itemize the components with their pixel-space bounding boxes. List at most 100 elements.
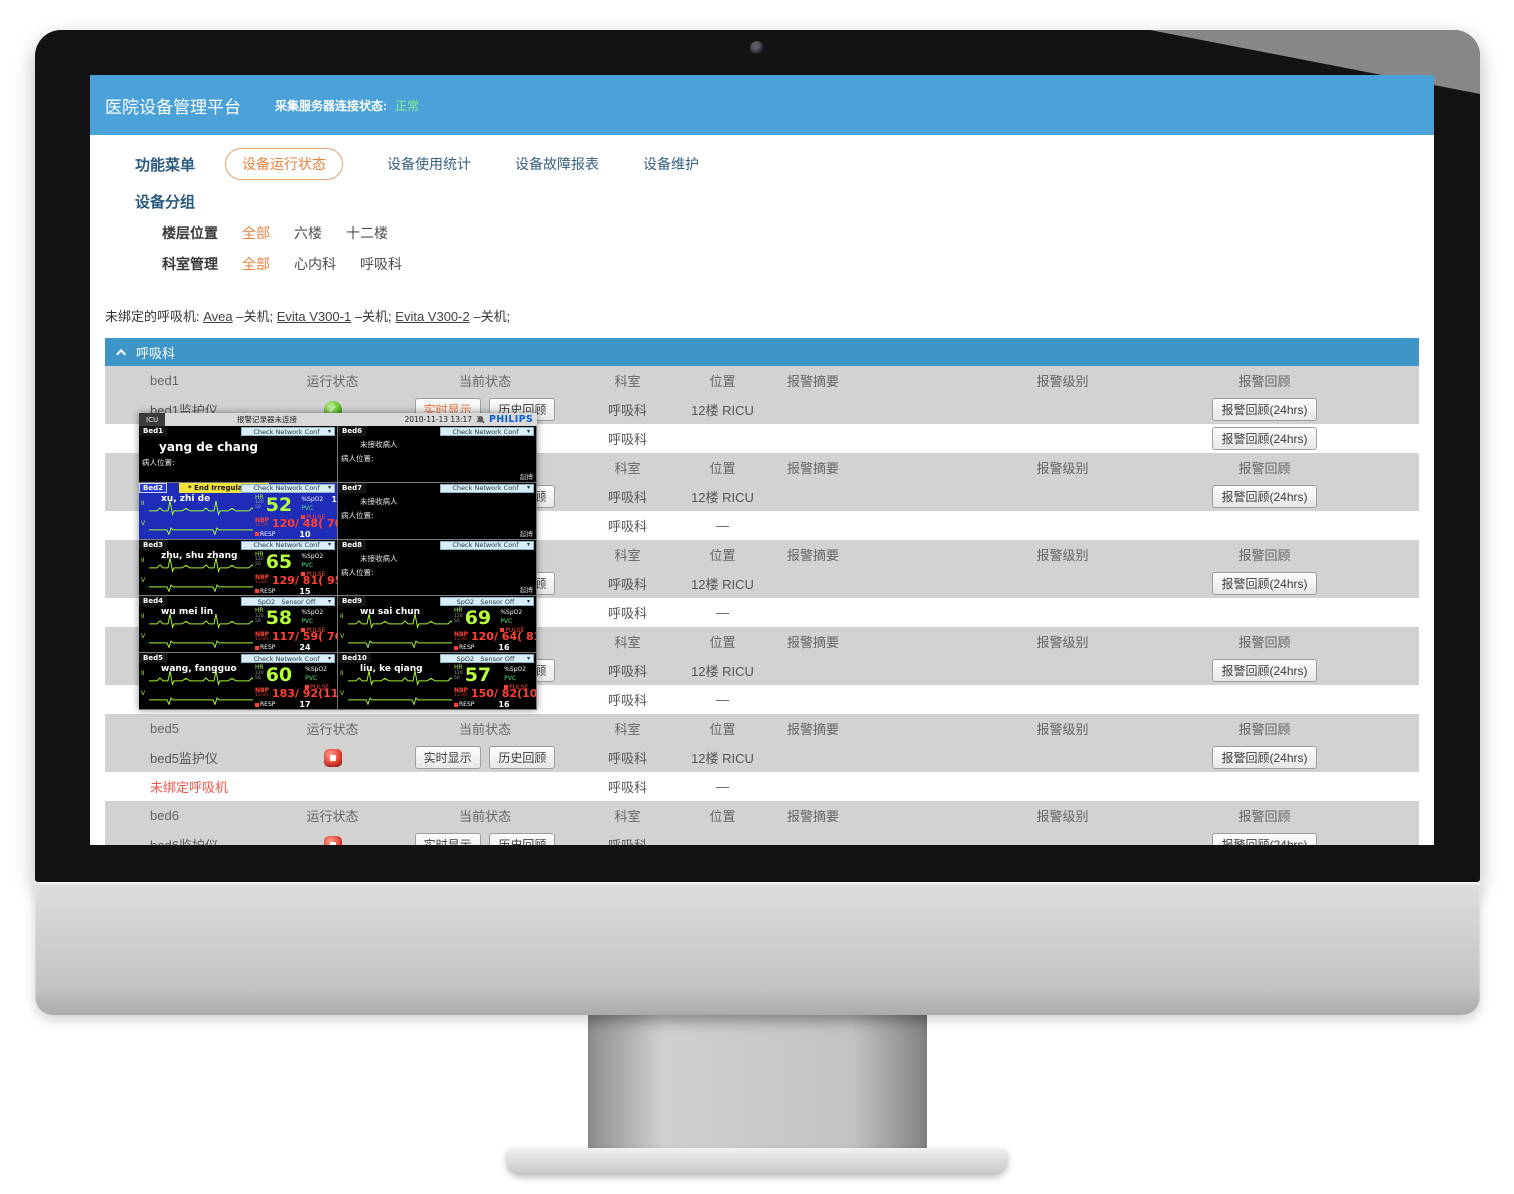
tab-device-maintenance[interactable]: 设备维护 <box>643 156 700 172</box>
network-dropdown[interactable]: Check Network Conf ▾ <box>241 654 335 664</box>
filter-department-label: 科室管理 <box>162 256 218 272</box>
unbound-ventilator-label: 未绑定呼吸机 <box>150 780 229 795</box>
filter-floor: 楼层位置 全部 六楼 十二楼 <box>162 223 1434 243</box>
tab-device-fault-report[interactable]: 设备故障报表 <box>515 156 600 172</box>
network-dropdown[interactable]: Check Network Conf ▾ <box>241 483 335 493</box>
tab-device-running-status[interactable]: 设备运行状态 <box>225 148 344 180</box>
alarm-review-24hrs-button[interactable]: 报警回顾(24hrs) <box>1212 572 1317 595</box>
status-stopped-icon <box>323 748 342 767</box>
device-row: bed6监护仪 实时显示 历史回顾 呼吸科 报警回顾(24hrs) <box>105 830 1419 845</box>
resp-value: 10 <box>299 529 311 539</box>
status-stopped-icon <box>323 835 342 845</box>
col-position: 位置 <box>709 374 736 389</box>
monitor-bed1-cell: Bed1 Check Network Conf ▾ yang de chang 病… <box>139 426 338 483</box>
filter-dept-respiratory[interactable]: 呼吸科 <box>360 256 402 272</box>
server-status-value: 正常 <box>395 98 420 113</box>
monitor-bed9-cell: Bed9 SpO2 Sensor Off ▾ wu sai chun II V H… <box>338 596 537 654</box>
filter-floor-all[interactable]: 全部 <box>242 225 270 241</box>
grouping-title: 设备分组 <box>135 194 196 211</box>
monitor-alarm-status: 报警记录器未连接 <box>237 415 297 424</box>
bed-group-header-row: bed6 运行状态 当前状态 科室 位置 报警摘要 报警级别 报警回顾 <box>105 801 1419 830</box>
device-position: 12楼 RICU <box>691 403 754 418</box>
imac-bezel: 医院设备管理平台 采集服务器连接状态: 正常 功能菜单 设备运行状态 设备使用统… <box>35 30 1480 882</box>
alarm-review-24hrs-button[interactable]: 报警回顾(24hrs) <box>1212 833 1317 845</box>
unbound-ventilators-line: 未绑定的呼吸机: Avea –关机; Evita V300-1 –关机; Evi… <box>105 306 1434 325</box>
imac-chin <box>35 882 1480 1015</box>
device-dept: 呼吸科 <box>607 403 647 418</box>
bed-id-label: Bed6 <box>338 426 366 436</box>
alarm-review-24hrs-button[interactable]: 报警回顾(24hrs) <box>1212 398 1317 421</box>
history-review-button[interactable]: 历史回顾 <box>489 746 556 769</box>
filter-floor-12[interactable]: 十二楼 <box>346 225 388 241</box>
spo2-sensor-off-dropdown[interactable]: SpO2 Sensor Off ▾ <box>241 597 335 607</box>
section-header-respiratory[interactable]: 呼吸科 <box>105 338 1419 366</box>
monitor-bed3-cell: Bed3 Check Network Conf ▾ zhu, shu zhang … <box>139 539 338 597</box>
app-header: 医院设备管理平台 采集服务器连接状态: 正常 <box>90 75 1434 135</box>
bed-id-label: Bed10 <box>338 653 371 664</box>
ventilator-row: 呼吸科 — <box>607 605 729 621</box>
ecg-waveform <box>147 519 253 535</box>
ventilator-row-unbound: 未绑定呼吸机 呼吸科 — <box>105 772 1419 801</box>
nbp-value: 120/ 48( 70) <box>272 516 337 530</box>
alarm-review-24hrs-button[interactable]: 报警回顾(24hrs) <box>1212 427 1317 450</box>
bed-id-label: Bed2 <box>139 482 167 493</box>
ventilator-row: 呼吸科 报警回顾(24hrs) <box>105 424 1419 453</box>
monitor-bed6-cell: Bed6 Check Network Conf ▾ 未接收病人 病人位置: 起搏 <box>338 426 537 483</box>
col-department: 科室 <box>614 374 641 389</box>
chevron-up-icon <box>116 348 127 359</box>
bed-group-header-row: bed1 运行状态 当前状态 科室 位置 报警摘要 报警级别 报警回顾 <box>105 366 1419 395</box>
unbound-suffix: –关机; <box>354 309 392 324</box>
bed-label: bed1 <box>150 373 179 388</box>
unbound-link-avea[interactable]: Avea <box>203 309 233 324</box>
bed-label: bed5 <box>150 721 179 736</box>
monitor-bed5-cell: Bed5 Check Network Conf ▾ wang, fangguo I… <box>139 653 338 710</box>
unbound-suffix: –关机; <box>236 309 274 324</box>
alarm-review-24hrs-button[interactable]: 报警回顾(24hrs) <box>1212 659 1317 682</box>
monitor-bed8-cell: Bed8 Check Network Conf ▾ 未接收病人 病人位置: 起搏 <box>338 539 537 597</box>
alarm-review-24hrs-button[interactable]: 报警回顾(24hrs) <box>1212 746 1317 769</box>
col-alarm-review: 报警回顾 <box>1238 374 1291 389</box>
network-dropdown[interactable]: Check Network Conf ▾ <box>241 427 335 436</box>
tab-device-usage-stats[interactable]: 设备使用统计 <box>387 156 472 172</box>
monitor-bed2-cell: Bed2 * End Irregular HR Check Network Co… <box>139 482 338 540</box>
hr-value: 52 <box>265 493 293 516</box>
network-dropdown[interactable]: Check Network Conf ▾ <box>241 540 335 550</box>
spo2-sensor-off-dropdown[interactable]: SpO2 Sensor Off ▾ <box>440 654 534 664</box>
patient-name: yang de chang <box>159 440 259 454</box>
monitor-unit-label: ICU <box>139 413 166 426</box>
patient-location-label: 病人位置: <box>142 458 175 467</box>
alarm-review-24hrs-button[interactable]: 报警回顾(24hrs) <box>1212 485 1317 508</box>
monitor-datetime: 2010-11-13 13:17 <box>404 415 473 424</box>
unbound-link-evita2[interactable]: Evita V300-2 <box>395 309 470 324</box>
col-alarm-level: 报警级别 <box>1036 374 1089 389</box>
device-row: bed5监护仪 实时显示 历史回顾 呼吸科 12楼 RICU 报警回顾(24hr… <box>105 743 1419 772</box>
network-dropdown[interactable]: Check Network Conf ▾ <box>440 427 534 436</box>
bed-id-label: Bed5 <box>139 653 167 664</box>
pulse-value: 51 <box>337 513 338 522</box>
spo2-sensor-off-dropdown[interactable]: SpO2 Sensor Off ▾ <box>440 597 534 607</box>
device-name: bed6监护仪 <box>105 835 280 845</box>
col-run-status: 运行状态 <box>306 374 359 389</box>
live-display-button[interactable]: 实时显示 <box>414 833 481 845</box>
filter-floor-6[interactable]: 六楼 <box>294 225 322 241</box>
monitor-bed7-cell: Bed7 Check Network Conf ▾ 未接收病人 病人位置: 起搏 <box>338 482 537 540</box>
ecg-waveform <box>147 498 253 517</box>
bed-group-header-row: bed5 运行状态 当前状态 科室 位置 报警摘要 报警级别 报警回顾 <box>105 714 1419 743</box>
bed-id-label: Bed4 <box>139 596 167 607</box>
network-dropdown[interactable]: Check Network Conf ▾ <box>440 483 534 493</box>
live-display-button[interactable]: 实时显示 <box>414 746 481 769</box>
philips-monitor-overlay: ICU 报警记录器未连接 2010-11-13 13:17 PHILIPS Be… <box>139 413 537 710</box>
bed-id-label: Bed1 <box>139 426 167 436</box>
server-status-label: 采集服务器连接状态: <box>275 98 387 113</box>
monitor-bed-grid: Bed1 Check Network Conf ▾ yang de chang 病… <box>139 426 537 710</box>
unbound-link-evita1[interactable]: Evita V300-1 <box>276 309 352 324</box>
filter-dept-all[interactable]: 全部 <box>242 256 270 272</box>
webcam-icon <box>750 41 764 55</box>
filter-dept-cardiology[interactable]: 心内科 <box>294 256 336 272</box>
monitor-bed10-cell: Bed10 SpO2 Sensor Off ▾ liu, ke qiang II … <box>338 653 537 710</box>
imac-stand-base <box>506 1148 1008 1175</box>
nav-menu-label: 功能菜单 <box>135 156 196 174</box>
patient-name: xu, zhi de <box>161 493 211 504</box>
network-dropdown[interactable]: Check Network Conf ▾ <box>440 540 534 550</box>
history-review-button[interactable]: 历史回顾 <box>489 833 556 845</box>
